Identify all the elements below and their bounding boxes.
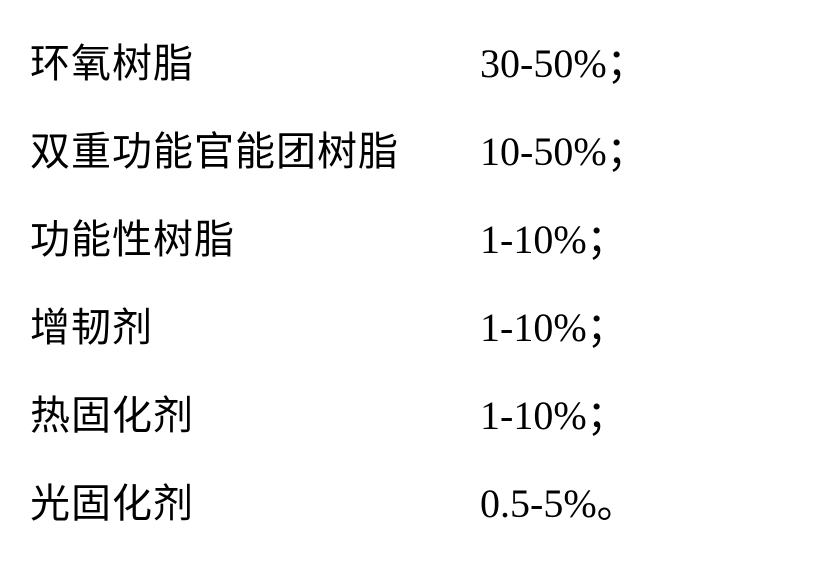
ingredient-value: 0.5-5%。 <box>480 460 792 548</box>
ingredient-label: 热固化剂 <box>30 372 480 460</box>
table-row: 光固化剂 0.5-5%。 <box>30 460 792 548</box>
table-row: 功能性树脂 1-10%； <box>30 196 792 284</box>
table-row: 热固化剂 1-10%； <box>30 372 792 460</box>
table-row: 增韧剂 1-10%； <box>30 284 792 372</box>
ingredient-label: 光固化剂 <box>30 460 480 548</box>
ingredient-value: 1-10%； <box>480 196 792 284</box>
ingredient-label: 功能性树脂 <box>30 196 480 284</box>
composition-table: 环氧树脂 30-50%； 双重功能官能团树脂 10-50%； 功能性树脂 1-1… <box>0 0 822 568</box>
ingredient-value: 1-10%； <box>480 284 792 372</box>
ingredient-label: 环氧树脂 <box>30 20 480 108</box>
table-row: 双重功能官能团树脂 10-50%； <box>30 108 792 196</box>
table-row: 环氧树脂 30-50%； <box>30 20 792 108</box>
ingredient-value: 1-10%； <box>480 372 792 460</box>
ingredient-label: 增韧剂 <box>30 284 480 372</box>
ingredient-value: 10-50%； <box>480 108 792 196</box>
ingredient-value: 30-50%； <box>480 20 792 108</box>
ingredient-label: 双重功能官能团树脂 <box>30 108 480 196</box>
